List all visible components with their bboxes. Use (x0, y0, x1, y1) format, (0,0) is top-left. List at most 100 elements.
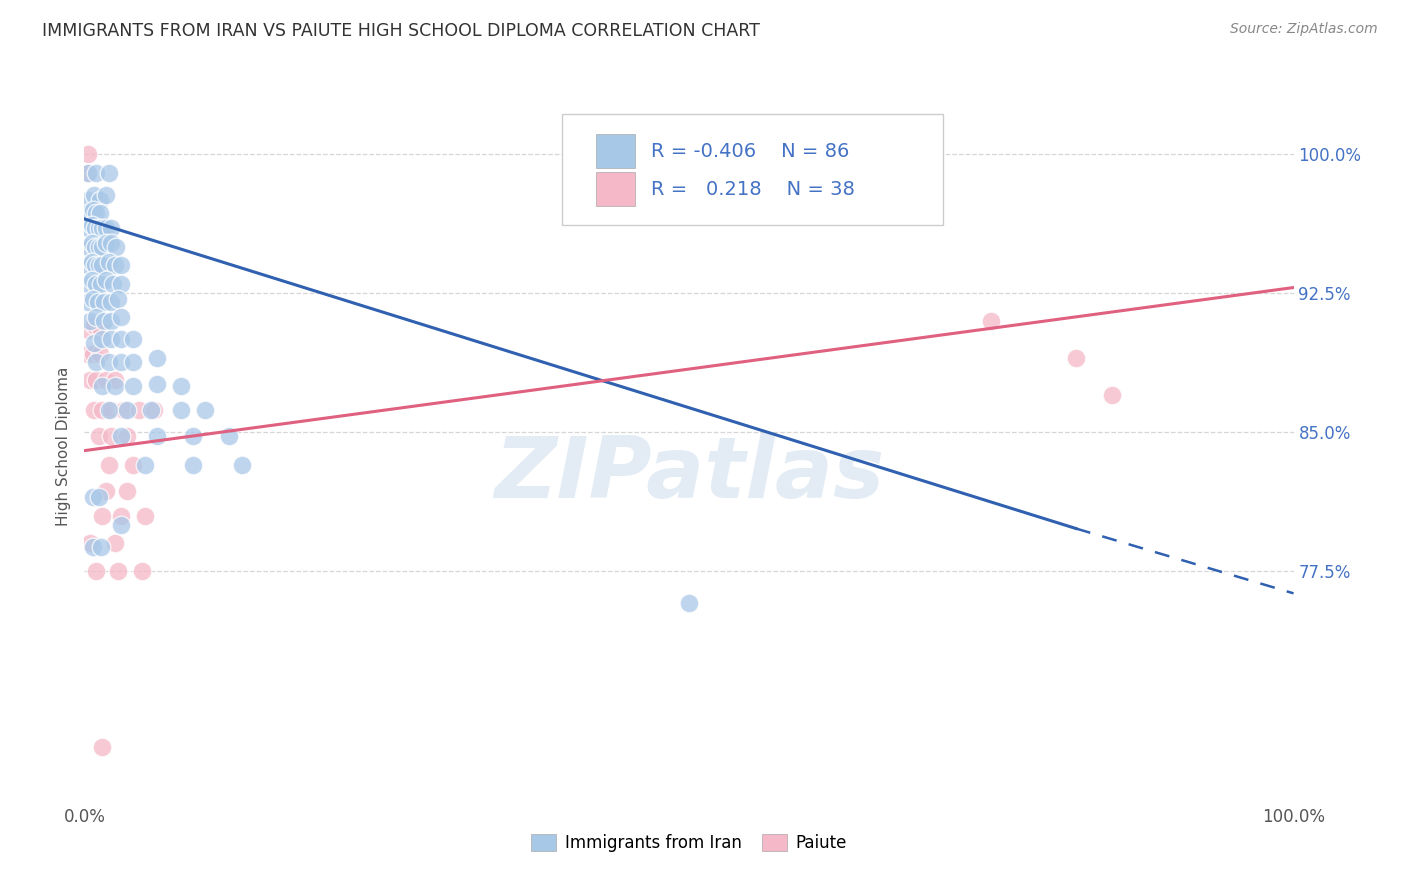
Point (79, 314, 101, 328)
Point (181, 458, 204, 473)
Point (110, 310, 132, 325)
Point (77, 147, 100, 161)
Point (121, 333, 143, 347)
Point (112, 402, 135, 417)
Point (107, 292, 129, 306)
Point (110, 429, 132, 443)
Point (146, 351, 169, 365)
Point (104, 373, 127, 387)
Point (91, 378, 114, 392)
Point (94, 373, 117, 387)
Point (115, 402, 138, 417)
Point (83, 187, 105, 202)
Point (80, 218, 103, 232)
Point (97, 354, 120, 368)
Point (82, 292, 104, 306)
Point (100, 295, 122, 310)
Point (87, 490, 110, 504)
FancyBboxPatch shape (562, 114, 943, 225)
Point (128, 402, 150, 417)
Point (104, 240, 127, 254)
Y-axis label: High School Diploma: High School Diploma (56, 367, 72, 525)
Point (134, 508, 156, 523)
Point (77, 240, 100, 254)
Point (181, 429, 204, 443)
Point (97, 458, 120, 473)
Text: R = -0.406    N = 86: R = -0.406 N = 86 (651, 142, 849, 161)
Point (110, 354, 132, 368)
Point (84, 240, 107, 254)
Point (94, 235, 117, 250)
Point (86, 206, 108, 220)
Point (91, 240, 114, 254)
FancyBboxPatch shape (596, 172, 634, 206)
Point (86, 373, 108, 387)
Point (100, 314, 122, 328)
Point (86, 564, 108, 578)
FancyBboxPatch shape (596, 134, 634, 169)
Point (86, 277, 108, 291)
Point (91, 258, 114, 272)
Legend: Immigrants from Iran, Paiute: Immigrants from Iran, Paiute (524, 827, 853, 859)
Point (87, 258, 110, 272)
Point (115, 429, 138, 443)
Point (100, 333, 122, 347)
Point (86, 295, 108, 310)
Point (90, 540, 112, 554)
Point (82, 490, 104, 504)
Point (86, 310, 108, 325)
Point (100, 402, 122, 417)
Point (104, 378, 127, 392)
Point (80, 235, 103, 250)
Point (93, 314, 115, 328)
Point (94, 187, 117, 202)
Point (231, 458, 253, 473)
Point (79, 536, 101, 550)
Point (121, 458, 143, 473)
Text: R =   0.218    N = 38: R = 0.218 N = 38 (651, 179, 855, 199)
Point (91, 333, 114, 347)
Point (110, 333, 132, 347)
Point (86, 354, 108, 368)
Point (77, 277, 100, 291)
Point (678, 596, 700, 610)
Point (100, 429, 122, 443)
Point (146, 376, 169, 391)
Point (170, 378, 193, 392)
Point (83, 336, 105, 351)
Point (980, 314, 1002, 328)
Point (104, 536, 127, 550)
Point (94, 484, 117, 499)
Point (94, 221, 117, 235)
Point (134, 458, 156, 473)
Point (89, 194, 111, 208)
Point (83, 402, 105, 417)
Point (110, 508, 132, 523)
Point (84, 221, 107, 235)
Point (89, 347, 111, 361)
Point (143, 402, 166, 417)
Point (91, 740, 114, 755)
Point (131, 564, 153, 578)
Point (93, 295, 115, 310)
Point (121, 378, 143, 392)
Point (94, 273, 117, 287)
Text: Source: ZipAtlas.com: Source: ZipAtlas.com (1230, 22, 1378, 37)
Point (194, 402, 217, 417)
Point (1101, 388, 1123, 402)
Point (139, 402, 162, 417)
Point (1064, 351, 1087, 365)
Point (82, 540, 104, 554)
Point (146, 429, 169, 443)
Point (82, 202, 104, 217)
Point (83, 318, 105, 332)
Point (97, 254, 120, 268)
Point (110, 517, 132, 532)
Point (87, 429, 110, 443)
Point (89, 206, 111, 220)
Point (77, 347, 100, 361)
Point (170, 402, 193, 417)
Point (84, 258, 107, 272)
Point (91, 402, 114, 417)
Point (80, 273, 103, 287)
